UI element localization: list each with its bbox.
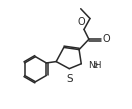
Text: NH: NH [88,61,101,70]
Text: O: O [103,34,110,44]
Text: 2: 2 [94,63,98,69]
Text: S: S [66,74,73,84]
Text: O: O [77,17,85,27]
